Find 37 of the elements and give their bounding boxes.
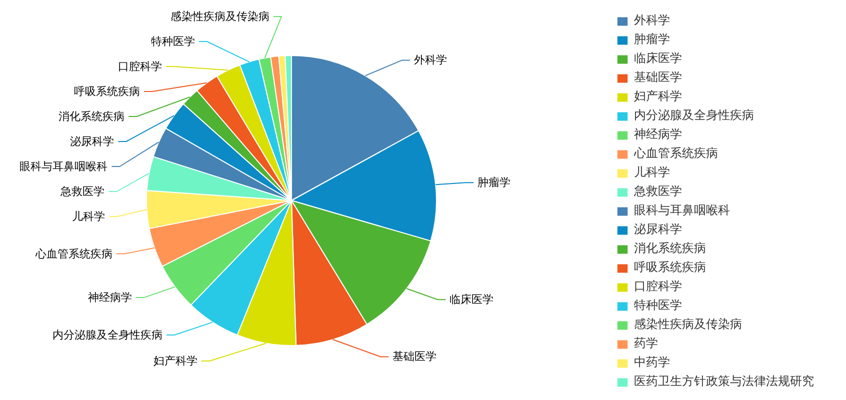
legend-label: 口腔科学	[634, 278, 682, 295]
legend-label: 泌尿科学	[634, 221, 682, 238]
slice-label: 基础医学	[392, 350, 437, 364]
legend-label: 妇产科学	[634, 88, 682, 105]
legend-label: 呼吸系统疾病	[634, 259, 706, 276]
slice-label: 呼吸系统疾病	[74, 85, 140, 98]
legend-label: 急救医学	[634, 183, 682, 200]
legend-label: 特种医学	[634, 297, 682, 314]
legend-label: 消化系统疾病	[634, 240, 706, 257]
slice-label: 泌尿科学	[70, 135, 114, 148]
slice-label: 口腔科学	[118, 60, 162, 73]
legend-label: 中药学	[634, 354, 670, 371]
legend-label: 内分泌腺及全身性疾病	[634, 107, 754, 124]
legend-label: 神经病学	[634, 126, 682, 143]
legend-label: 心血管系统疾病	[634, 145, 718, 162]
slice-label: 肿瘤学	[478, 176, 511, 190]
slice-label: 消化系统疾病	[58, 110, 125, 123]
slice-label: 特种医学	[150, 35, 195, 48]
legend-label: 医药卫生方针政策与法律法规研究	[634, 373, 814, 390]
legend-label: 临床医学	[634, 50, 682, 67]
slice-label: 急救医学	[60, 185, 105, 198]
slice-label: 妇产科学	[153, 354, 198, 368]
legend-label: 眼科与耳鼻咽喉科	[634, 202, 730, 219]
legend-label: 药学	[634, 335, 658, 352]
slice-label: 感染性疾病及传染病	[170, 10, 270, 23]
slice-label: 眼科与耳鼻咽喉科	[20, 160, 108, 173]
slice-label: 外科学	[414, 54, 448, 67]
legend-label: 肿瘤学	[634, 31, 670, 48]
legend-label: 外科学	[634, 12, 670, 29]
slice-label: 神经病学	[88, 291, 132, 304]
slice-label: 内分泌腺及全身性疾病	[52, 328, 162, 342]
slice-label: 临床医学	[450, 293, 494, 306]
slice-label: 心血管系统疾病	[34, 247, 112, 260]
legend-label: 感染性疾病及传染病	[634, 316, 742, 333]
slice-label: 儿科学	[72, 210, 106, 223]
legend-label: 基础医学	[634, 69, 682, 86]
legend-label: 儿科学	[634, 164, 670, 181]
